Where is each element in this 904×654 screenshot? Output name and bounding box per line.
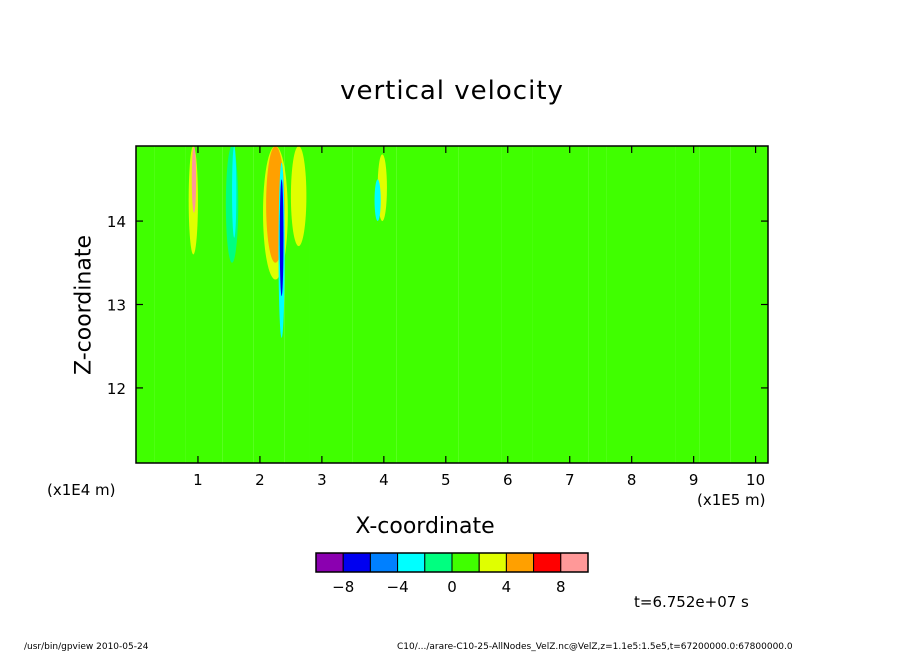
x-tick-label-5: 5 — [441, 471, 451, 489]
field-band-7 — [352, 146, 397, 463]
field-band-8 — [396, 146, 459, 463]
z-axis-unit: (x1E4 m) — [47, 481, 116, 499]
colorbar-frame — [315, 552, 589, 573]
colorbar-swatch-6 — [478, 552, 507, 573]
field-feature-10 — [374, 179, 381, 222]
x-tick-label-4: 4 — [379, 471, 389, 489]
field-feature-2 — [225, 146, 239, 263]
field-band-15 — [699, 146, 731, 463]
x-tick-label-1: 1 — [193, 471, 203, 489]
field-band-11 — [532, 146, 589, 463]
colorbar-swatch-3 — [397, 552, 426, 573]
colorbar-label-3: 4 — [502, 578, 512, 596]
field-band-14 — [675, 146, 700, 463]
colorbar-swatch-0 — [315, 552, 344, 573]
field-band-1 — [154, 146, 186, 463]
time-label: t=6.752e+07 s — [634, 593, 749, 611]
colorbar-label-2: 0 — [447, 578, 457, 596]
x-tick-label-7: 7 — [565, 471, 575, 489]
colorbar-swatch-9 — [560, 552, 589, 573]
colorbar-swatch-2 — [369, 552, 399, 573]
y-tick-label-13: 13 — [107, 297, 126, 315]
field-band-6 — [309, 146, 353, 463]
field-feature-3 — [232, 146, 237, 238]
colorbar-label-0: −8 — [332, 578, 354, 596]
footer-right: C10/.../arare-C10-25-AllNodes_VelZ.nc@Ve… — [397, 642, 793, 652]
x-tick-label-2: 2 — [255, 471, 265, 489]
y-tick-label-14: 14 — [107, 213, 126, 231]
field-band-9 — [458, 146, 502, 463]
field-band-12 — [588, 146, 607, 463]
colorbar-swatch-8 — [533, 552, 562, 573]
colorbar-swatch-7 — [505, 552, 535, 573]
colorbar-label-1: −4 — [387, 578, 409, 596]
field-feature-8 — [290, 146, 307, 247]
y-tick-label-12: 12 — [107, 380, 126, 398]
x-axis-label: X-coordinate — [355, 514, 495, 539]
y-axis-label: Z-coordinate — [71, 235, 97, 375]
colorbar-swatch-4 — [424, 552, 453, 573]
field-band-13 — [606, 146, 676, 463]
colorbar-swatch-1 — [342, 552, 371, 573]
footer-left: /usr/bin/gpview 2010-05-24 — [24, 642, 149, 652]
x-tick-label-8: 8 — [627, 471, 637, 489]
colorbar-label-4: 8 — [556, 578, 566, 596]
chart-title: vertical velocity — [340, 76, 564, 106]
field-feature-1 — [191, 146, 197, 213]
x-tick-label-6: 6 — [503, 471, 513, 489]
x-tick-label-10: 10 — [746, 471, 765, 489]
field-band-0 — [136, 146, 155, 463]
plot-area — [136, 146, 768, 463]
x-axis-unit: (x1E5 m) — [697, 491, 766, 509]
colorbar: −8 −4 0 4 8 — [315, 552, 589, 596]
field-band-10 — [501, 146, 533, 463]
field-feature-7 — [279, 179, 284, 297]
x-tick-label-3: 3 — [317, 471, 327, 489]
colorbar-swatch-5 — [451, 552, 480, 573]
x-tick-label-9: 9 — [689, 471, 699, 489]
